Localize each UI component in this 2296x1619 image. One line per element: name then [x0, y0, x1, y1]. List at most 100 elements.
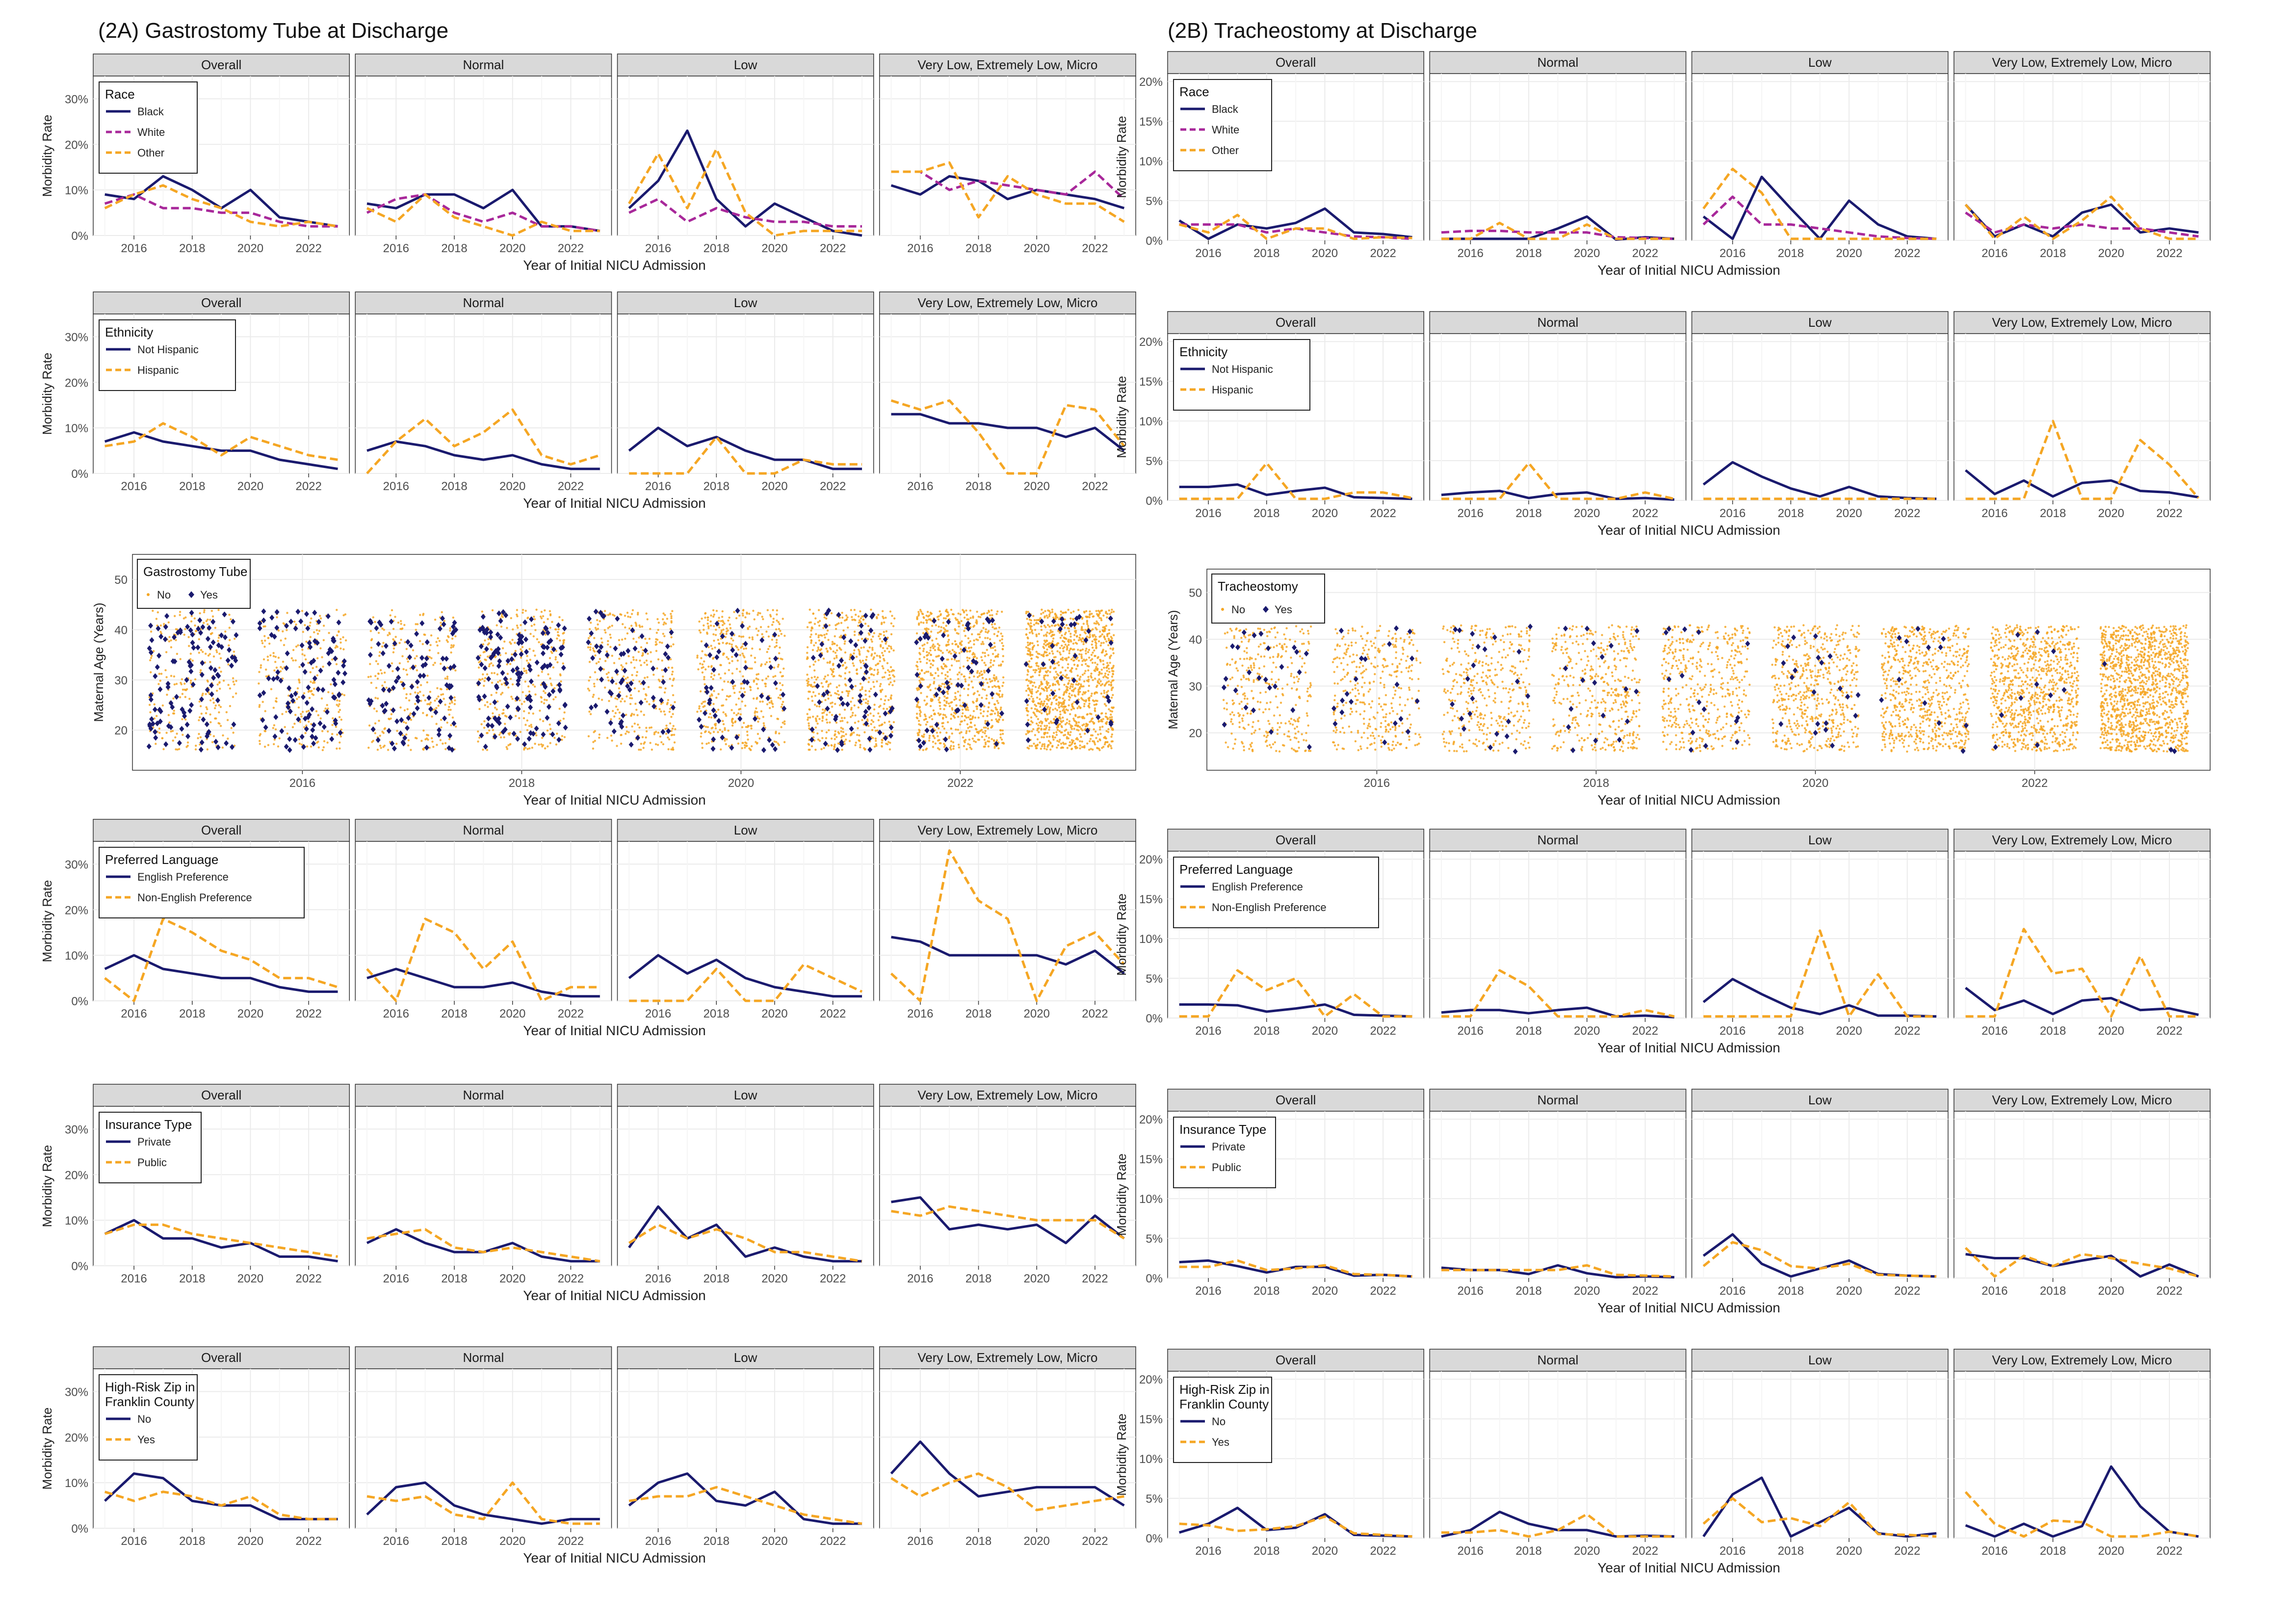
scatter-point-no [561, 619, 564, 622]
scatter-point-no [973, 655, 976, 658]
scatter-point-no [945, 731, 948, 734]
scatter-point-no [810, 642, 812, 644]
scatter-point-no [1060, 747, 1063, 749]
scatter-point-no [952, 745, 955, 748]
scatter-point-no [743, 722, 745, 724]
scatter-point-no [878, 635, 880, 638]
panel-a-label: (2A) [98, 19, 139, 43]
scatter-point-no [339, 700, 341, 702]
scatter-point-no [962, 624, 965, 627]
scatter-point-no [183, 682, 186, 685]
scatter-point-no [853, 664, 855, 667]
scatter-point-no [434, 699, 436, 702]
scatter-point-no [1104, 683, 1106, 686]
y-tick-label: 30% [65, 93, 88, 106]
scatter-point-no [740, 635, 743, 638]
scatter-point-no [877, 671, 880, 674]
scatter-point-no [871, 653, 873, 655]
scatter-point-no [918, 748, 921, 751]
scatter-point-no [870, 719, 873, 722]
scatter-point-no [762, 618, 764, 621]
scatter-point-no [943, 743, 945, 745]
scatter-point-no [650, 660, 652, 663]
scatter-point-no [660, 686, 662, 689]
scatter-point-no [1093, 722, 1095, 725]
scatter-point-no [1046, 670, 1049, 672]
scatter-point-no [1070, 747, 1073, 750]
scatter-point-no [1109, 709, 1112, 712]
scatter-point-no [832, 650, 835, 653]
scatter-point-no [882, 667, 885, 670]
scatter-point-no [614, 697, 617, 700]
scatter-point-no [1028, 631, 1031, 634]
scatter-point-no [949, 669, 951, 671]
scatter-point-no [1026, 684, 1029, 687]
scatter-point-no [756, 634, 759, 636]
scatter-point-no [886, 707, 888, 710]
series-line-not-hispanic [366, 440, 600, 470]
scatter-point-no [1083, 717, 1086, 720]
scatter-point-no [862, 698, 865, 701]
scatter-point-no [932, 746, 935, 748]
scatter-point-no [822, 685, 824, 688]
scatter-point-no [442, 742, 444, 745]
scatter-point-no [528, 712, 530, 714]
scatter-point-no [836, 690, 839, 692]
scatter-point-no [620, 700, 622, 703]
scatter-point-no [1108, 671, 1111, 673]
scatter-point-no [1037, 656, 1039, 659]
scatter-point-no [1027, 687, 1029, 690]
scatter-point-no [1044, 626, 1047, 628]
scatter-point-no [999, 708, 1002, 711]
scatter-point-no [845, 738, 847, 741]
facet-strip-label: Overall [201, 57, 241, 72]
scatter-point-no [978, 633, 981, 636]
scatter-point-no [647, 653, 649, 655]
scatter-point-no [322, 665, 324, 668]
scatter-point-no [1031, 730, 1033, 732]
scatter-point-no [993, 678, 996, 680]
scatter-point-no [728, 745, 731, 747]
scatter-point-no [233, 683, 235, 686]
scatter-point-no [660, 710, 662, 713]
scatter-point-no [1034, 686, 1037, 688]
scatter-point-no [1056, 729, 1059, 731]
scatter-point-no [1077, 649, 1079, 651]
scatter-point-no [966, 723, 969, 726]
scatter-point-no [285, 710, 287, 713]
scatter-point-no [1050, 703, 1053, 705]
scatter-point-no [857, 639, 860, 642]
scatter-point-no [510, 642, 512, 645]
scatter-point-no [1093, 740, 1096, 743]
scatter-point-no [1065, 624, 1068, 627]
scatter-point-no [377, 631, 380, 634]
scatter-point-no [875, 739, 877, 742]
scatter-point-no [203, 622, 205, 624]
scatter-point-no [226, 719, 229, 721]
scatter-point-no [401, 734, 404, 736]
scatter-point-no [758, 737, 761, 740]
scatter-point-no [530, 625, 533, 627]
scatter-point-no [301, 649, 304, 651]
scatter-point-no [847, 695, 849, 697]
scatter-point-no [926, 651, 928, 653]
scatter-point-no [622, 675, 625, 678]
scatter-point-no [1069, 670, 1071, 672]
scatter-point-no [1105, 691, 1108, 694]
scatter-point-no [974, 741, 977, 743]
scatter-point-no [1052, 708, 1054, 711]
scatter-point-no [1081, 729, 1084, 731]
scatter-point-no [286, 732, 288, 735]
scatter-point-no [1058, 683, 1060, 686]
scatter-point-no [1001, 642, 1003, 645]
scatter-point-no [1068, 679, 1070, 682]
scatter-point-no [1037, 710, 1040, 712]
scatter-point-no [807, 680, 810, 683]
scatter-point-no [1058, 664, 1060, 667]
scatter-point-no [336, 733, 339, 736]
scatter-point-no [983, 661, 986, 664]
scatter-point-no [967, 743, 969, 745]
scatter-point-no [999, 715, 1001, 718]
scatter-point-no [865, 658, 867, 661]
scatter-point-no [825, 681, 828, 683]
